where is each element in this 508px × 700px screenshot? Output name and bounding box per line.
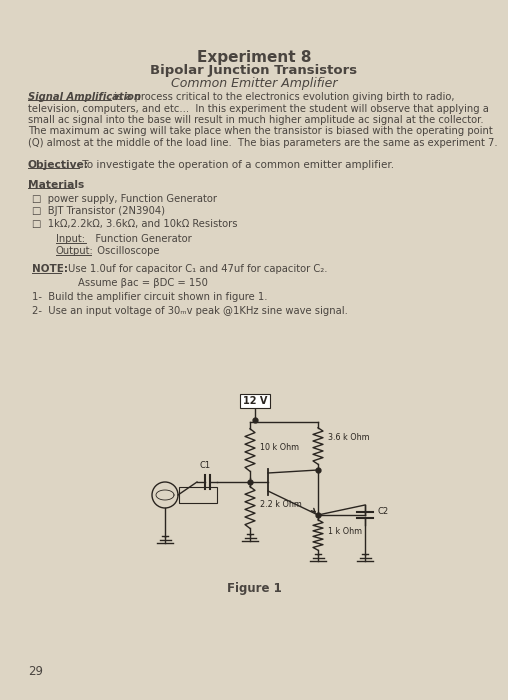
Text: Experiment 8: Experiment 8 xyxy=(197,50,311,65)
Text: 1 k Ohm: 1 k Ohm xyxy=(328,528,362,536)
Text: 29: 29 xyxy=(28,665,43,678)
Text: Objective:: Objective: xyxy=(28,160,89,169)
Text: □  power supply, Function Generator: □ power supply, Function Generator xyxy=(32,195,217,204)
Text: Figure 1: Figure 1 xyxy=(227,582,281,595)
Text: 3.6 k Ohm: 3.6 k Ohm xyxy=(328,433,370,442)
Text: Signal Amplification: Signal Amplification xyxy=(28,92,141,102)
Text: is a process critical to the electronics evolution giving birth to radio,: is a process critical to the electronics… xyxy=(111,92,455,102)
Text: □  BJT Transistor (2N3904): □ BJT Transistor (2N3904) xyxy=(32,206,165,216)
Text: □  1kΩ,2.2kΩ, 3.6kΩ, and 10kΩ Resistors: □ 1kΩ,2.2kΩ, 3.6kΩ, and 10kΩ Resistors xyxy=(32,218,238,228)
Text: Function Generator: Function Generator xyxy=(86,234,192,244)
Bar xyxy=(179,487,217,503)
Text: Oscilloscope: Oscilloscope xyxy=(91,246,160,256)
Text: 12 V: 12 V xyxy=(243,396,267,406)
Text: Use 1.0uf for capacitor C₁ and 47uf for capacitor C₂.: Use 1.0uf for capacitor C₁ and 47uf for … xyxy=(68,265,328,274)
Text: Bipolar Junction Transistors: Bipolar Junction Transistors xyxy=(150,64,358,77)
Text: Materials: Materials xyxy=(28,179,84,190)
Text: 2-  Use an input voltage of 30ₘv peak @1KHz sine wave signal.: 2- Use an input voltage of 30ₘv peak @1K… xyxy=(32,305,348,316)
Text: C2: C2 xyxy=(377,508,388,517)
Text: Input:: Input: xyxy=(56,234,85,244)
Text: 2.2 k Ohm: 2.2 k Ohm xyxy=(260,500,302,509)
Text: The maximum ac swing will take place when the transistor is biased with the oper: The maximum ac swing will take place whe… xyxy=(28,127,493,136)
Text: 1-  Build the amplifier circuit shown in figure 1.: 1- Build the amplifier circuit shown in … xyxy=(32,293,268,302)
Text: 10 k Ohm: 10 k Ohm xyxy=(260,442,299,452)
Text: C1: C1 xyxy=(200,461,210,470)
Text: television, computers, and etc...  In this experiment the student will observe t: television, computers, and etc... In thi… xyxy=(28,104,489,113)
Text: small ac signal into the base will result in much higher amplitude ac signal at : small ac signal into the base will resul… xyxy=(28,115,484,125)
Text: Assume βac = βDC = 150: Assume βac = βDC = 150 xyxy=(78,277,208,288)
Text: Common Emitter Amplifier: Common Emitter Amplifier xyxy=(171,77,337,90)
Text: NOTE:: NOTE: xyxy=(32,265,68,274)
Text: Output:: Output: xyxy=(56,246,94,256)
Text: To investigate the operation of a common emitter amplifier.: To investigate the operation of a common… xyxy=(79,160,394,169)
Text: (Q) almost at the middle of the load line.  The bias parameters are the same as : (Q) almost at the middle of the load lin… xyxy=(28,138,498,148)
